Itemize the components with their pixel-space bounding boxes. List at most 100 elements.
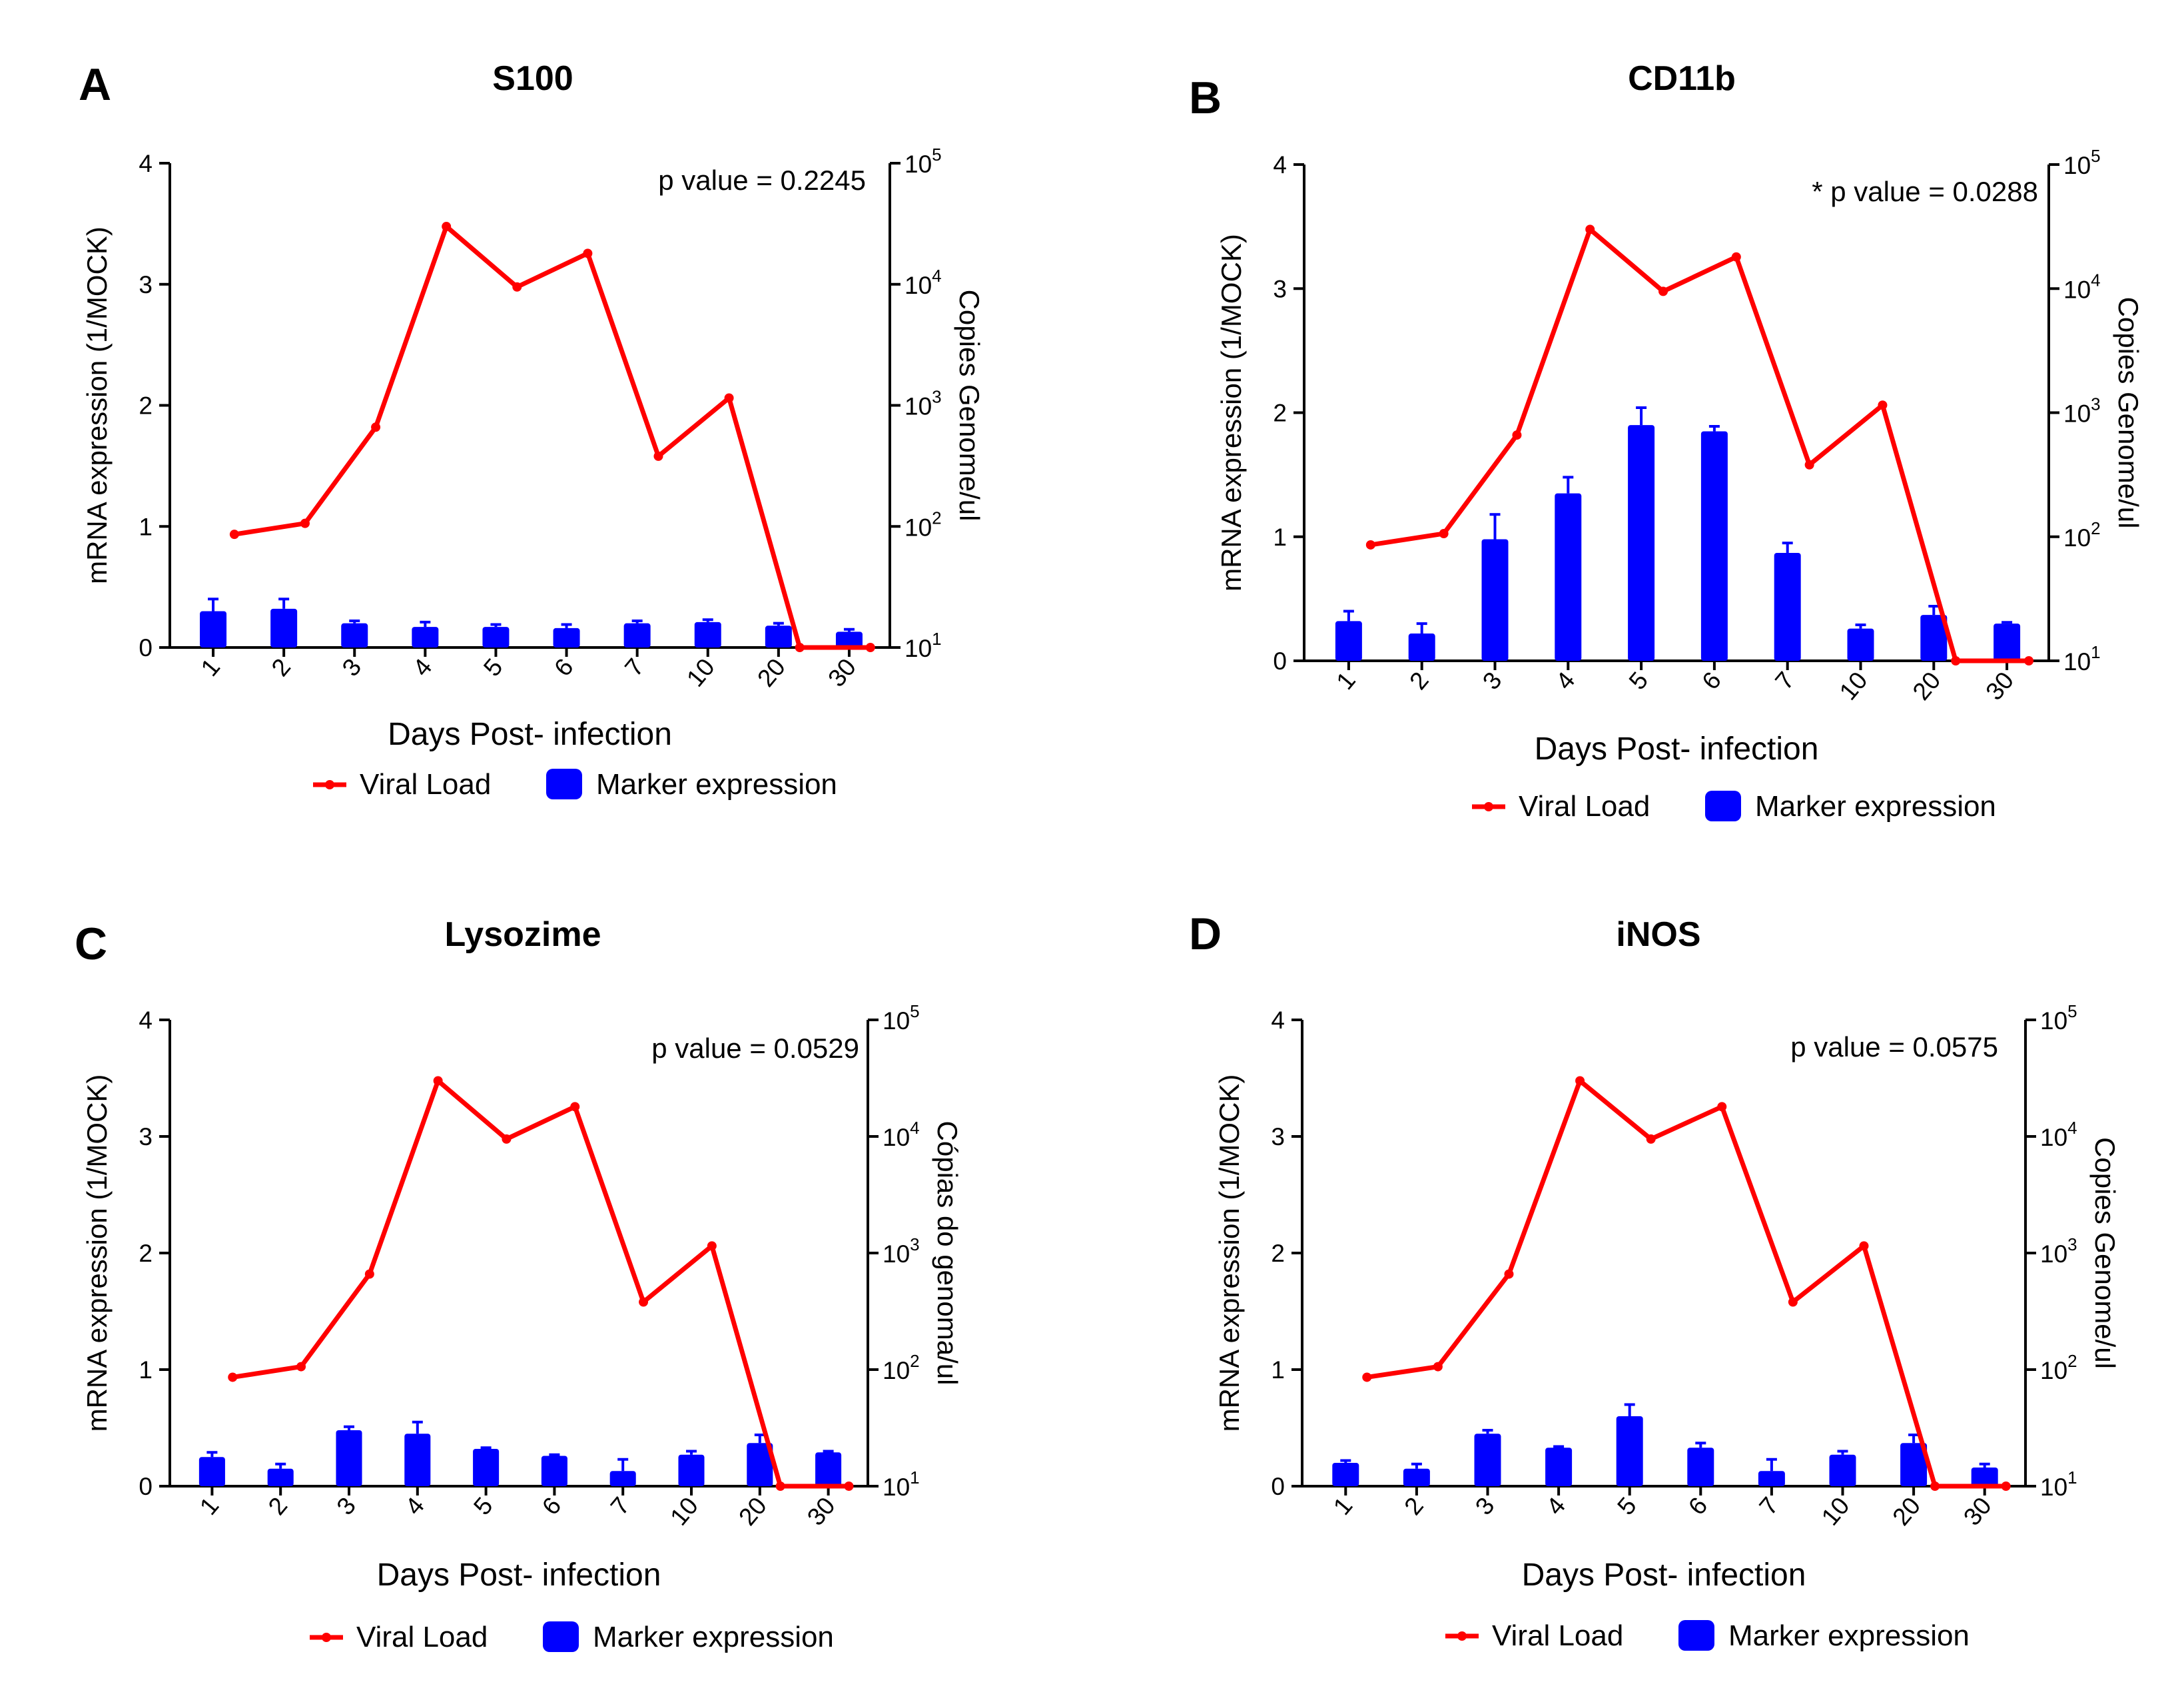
- y2-tick-label: 101: [2040, 1468, 2077, 1501]
- bar: [404, 1434, 431, 1486]
- viral-load-point: [1365, 540, 1375, 550]
- bar: [1687, 1448, 1714, 1486]
- bar: [1829, 1454, 1856, 1486]
- y2-tick-exponent: 3: [2067, 1234, 2077, 1254]
- bar: [1403, 1468, 1430, 1486]
- y-tick-label: 3: [1273, 275, 1287, 302]
- bar: [623, 623, 651, 647]
- y2-tick-exponent: 2: [2067, 1351, 2077, 1371]
- x-tick-label: 6: [1683, 1492, 1713, 1520]
- y2-tick-exponent: 5: [2091, 146, 2100, 166]
- x-axis-title: Days Post- infection: [1535, 731, 1819, 767]
- x-tick-label: 3: [1477, 667, 1507, 695]
- legend-viral-load: Viral Load: [356, 1621, 488, 1653]
- legend-line-marker: [322, 1633, 331, 1642]
- x-axis-title: Days Post- infection: [377, 1557, 661, 1593]
- panel-c: C Lysozime 0 1 2 3 4 101 102 103 104 105 1 2 3 4 5 6 7 10 20…: [75, 915, 963, 1653]
- bar: [678, 1454, 705, 1486]
- legend-viral-load: Viral Load: [360, 768, 491, 801]
- legend-marker-expression: Marker expression: [596, 768, 837, 801]
- bar: [541, 1456, 567, 1486]
- viral-load-point: [442, 222, 452, 232]
- panel-letter: C: [75, 919, 107, 969]
- y-tick-label: 0: [1271, 1473, 1285, 1500]
- x-tick-label: 7: [1770, 667, 1800, 695]
- x-axis-title: Days Post- infection: [388, 717, 672, 752]
- y2-tick-exponent: 4: [2091, 270, 2100, 290]
- y2-tick-label: 103: [883, 1234, 920, 1268]
- y2-axis-title: Copies Genome/ul: [2089, 1137, 2121, 1369]
- viral-load-point: [1439, 529, 1449, 539]
- y2-tick-exponent: 4: [910, 1118, 919, 1138]
- x-tick-label: 5: [478, 653, 508, 681]
- y-axis-title: mRNA expression (1/MOCK): [81, 1074, 113, 1432]
- y2-tick-exponent: 2: [932, 508, 941, 528]
- x-tick-label: 10: [1816, 1492, 1855, 1531]
- legend-bar-swatch: [1678, 1620, 1714, 1651]
- x-tick-label: 30: [802, 1492, 841, 1531]
- viral-load-point: [775, 1482, 785, 1491]
- panel-letter: D: [1189, 909, 1222, 959]
- bar: [482, 627, 510, 647]
- y2-tick-label: 104: [905, 266, 942, 299]
- legend-viral-load: Viral Load: [1492, 1619, 1623, 1652]
- bar: [1994, 624, 2021, 661]
- bar: [1774, 552, 1801, 661]
- viral-load-point: [1575, 1076, 1585, 1086]
- y-tick-label: 3: [139, 1123, 153, 1150]
- x-tick-label: 20: [752, 653, 791, 692]
- x-tick-label: 7: [1754, 1492, 1784, 1520]
- bar: [1971, 1468, 1998, 1486]
- x-tick-label: 5: [1624, 667, 1654, 695]
- y2-tick-label: 104: [883, 1118, 920, 1151]
- viral-load-line: [232, 1076, 849, 1489]
- bar: [1616, 1416, 1643, 1486]
- viral-load-point: [795, 643, 805, 652]
- y2-tick-label: 101: [883, 1468, 920, 1501]
- y2-tick-exponent: 4: [2067, 1118, 2077, 1138]
- y2-tick-exponent: 3: [910, 1234, 919, 1254]
- x-tick-label: 6: [1696, 667, 1726, 695]
- viral-load-line: [1366, 1076, 2006, 1489]
- x-tick-label: 4: [408, 653, 438, 681]
- bar: [815, 1452, 842, 1486]
- bar: [1555, 493, 1582, 661]
- viral-load-point: [228, 1372, 238, 1382]
- y2-tick-label: 103: [2063, 394, 2101, 428]
- viral-load-point: [865, 643, 875, 652]
- viral-load-point: [1717, 1102, 1727, 1112]
- x-tick-label: 20: [1887, 1492, 1926, 1531]
- viral-load-point: [583, 248, 593, 258]
- viral-load-point: [502, 1134, 512, 1144]
- bar: [1545, 1448, 1573, 1486]
- y2-tick-exponent: 4: [932, 266, 941, 286]
- x-tick-label: 2: [263, 1492, 293, 1520]
- y2-axis-title: Cópias do genoma/ul: [932, 1121, 963, 1386]
- x-tick-label: 20: [1908, 667, 1946, 705]
- x-tick-label: 20: [733, 1492, 772, 1531]
- panel-letter: B: [1189, 73, 1222, 123]
- bar: [198, 1457, 225, 1486]
- bar: [1335, 621, 1362, 661]
- bar: [694, 622, 721, 647]
- y-tick-label: 4: [139, 1007, 153, 1034]
- y-tick-label: 1: [1273, 524, 1287, 551]
- viral-load-point: [364, 1269, 374, 1279]
- viral-load-point: [1512, 430, 1522, 440]
- y2-tick-label: 105: [883, 1001, 920, 1035]
- y-tick-label: 0: [1273, 647, 1287, 675]
- legend-marker-expression: Marker expression: [1728, 1619, 1970, 1652]
- y-tick-label: 1: [139, 513, 153, 540]
- y2-tick-label: 105: [2063, 146, 2101, 179]
- viral-load-line: [1370, 225, 2029, 663]
- x-tick-label: 1: [1331, 667, 1361, 695]
- y-tick-label: 1: [1271, 1356, 1285, 1384]
- x-tick-label: 6: [549, 653, 579, 681]
- p-value: p value = 0.0575: [1790, 1031, 1998, 1063]
- bar: [1900, 1443, 1928, 1486]
- chart-title: iNOS: [1616, 915, 1700, 954]
- y2-axis-title: Copies Genome/ul: [2113, 297, 2144, 529]
- x-tick-label: 10: [665, 1492, 703, 1531]
- y2-tick-label: 101: [905, 629, 942, 662]
